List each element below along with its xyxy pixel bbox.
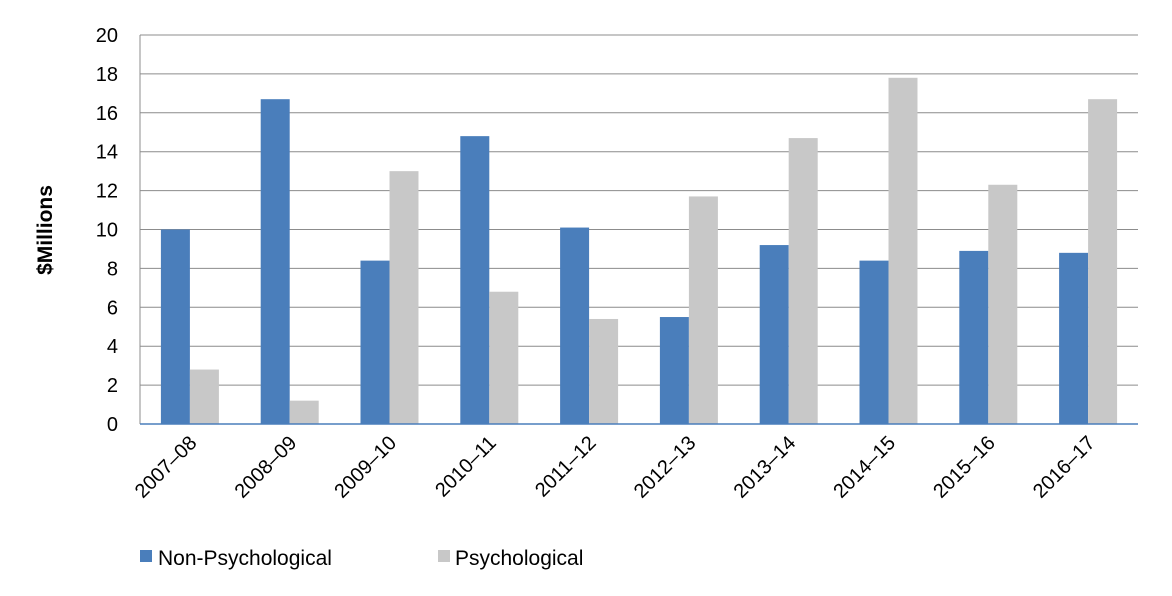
bar-non-psychological-6 bbox=[759, 245, 789, 424]
x-tick-label: 2010–11 bbox=[431, 432, 501, 502]
x-tick-label: 2016–17 bbox=[1029, 432, 1100, 503]
y-tick-label: 4 bbox=[107, 336, 118, 358]
y-tick-label: 0 bbox=[107, 414, 118, 436]
legend-swatch-psychological bbox=[438, 550, 450, 562]
y-tick-label: 2 bbox=[107, 375, 118, 397]
y-tick-label: 10 bbox=[96, 220, 118, 242]
legend-swatch-non-psychological bbox=[140, 550, 152, 562]
bar-non-psychological-3 bbox=[460, 136, 490, 424]
bar-psychological-8 bbox=[988, 184, 1018, 424]
bar-non-psychological-0 bbox=[160, 229, 190, 424]
bar-non-psychological-2 bbox=[360, 260, 390, 424]
bar-non-psychological-4 bbox=[560, 227, 590, 424]
bar-non-psychological-1 bbox=[260, 99, 290, 424]
y-axis-label: $Millions bbox=[34, 185, 57, 275]
y-tick-label: 14 bbox=[96, 142, 118, 164]
bar-psychological-3 bbox=[489, 291, 519, 424]
bar-psychological-4 bbox=[589, 318, 619, 424]
y-tick-label: 20 bbox=[96, 25, 118, 47]
bar-psychological-2 bbox=[389, 171, 419, 424]
legend: Non-Psychological Psychological bbox=[140, 547, 583, 570]
bar-non-psychological-8 bbox=[959, 250, 989, 424]
y-tick-label: 18 bbox=[96, 64, 118, 86]
y-tick-label: 12 bbox=[96, 181, 118, 203]
axes bbox=[139, 35, 1138, 425]
bar-psychological-5 bbox=[688, 196, 718, 424]
legend-label-psychological: Psychological bbox=[455, 547, 583, 570]
bar-non-psychological-7 bbox=[859, 260, 889, 424]
bar-psychological-9 bbox=[1088, 99, 1118, 424]
x-tick-label: 2011–12 bbox=[531, 432, 601, 502]
x-tick-label: 2009–10 bbox=[330, 432, 401, 503]
bar-psychological-6 bbox=[788, 138, 818, 424]
x-tick-label: 2012–13 bbox=[630, 432, 701, 503]
x-tick-label: 2008–09 bbox=[231, 432, 302, 503]
legend-label-non-psychological: Non-Psychological bbox=[158, 547, 332, 570]
y-tick-label: 6 bbox=[107, 297, 118, 319]
y-tick-label: 8 bbox=[107, 258, 118, 280]
x-tick-label: 2013–14 bbox=[730, 432, 801, 503]
x-tick-labels: 2007–08 2008–09 2009–10 2010–11 2011–12 2012–… bbox=[131, 432, 1100, 503]
bar-non-psychological-9 bbox=[1059, 252, 1089, 424]
bar-psychological-1 bbox=[289, 400, 319, 424]
x-tick-label: 2014–15 bbox=[829, 432, 900, 503]
gridlines bbox=[140, 34, 1138, 386]
x-tick-label: 2007–08 bbox=[131, 432, 202, 503]
bar-non-psychological-5 bbox=[659, 317, 689, 424]
y-tick-label: 16 bbox=[96, 103, 118, 125]
x-tick-label: 2015–16 bbox=[929, 432, 1000, 503]
bar-psychological-0 bbox=[189, 369, 219, 424]
y-tick-labels: 0 2 4 6 8 10 12 14 16 18 20 bbox=[96, 25, 118, 436]
bar-psychological-7 bbox=[888, 77, 918, 424]
bars bbox=[160, 77, 1118, 424]
